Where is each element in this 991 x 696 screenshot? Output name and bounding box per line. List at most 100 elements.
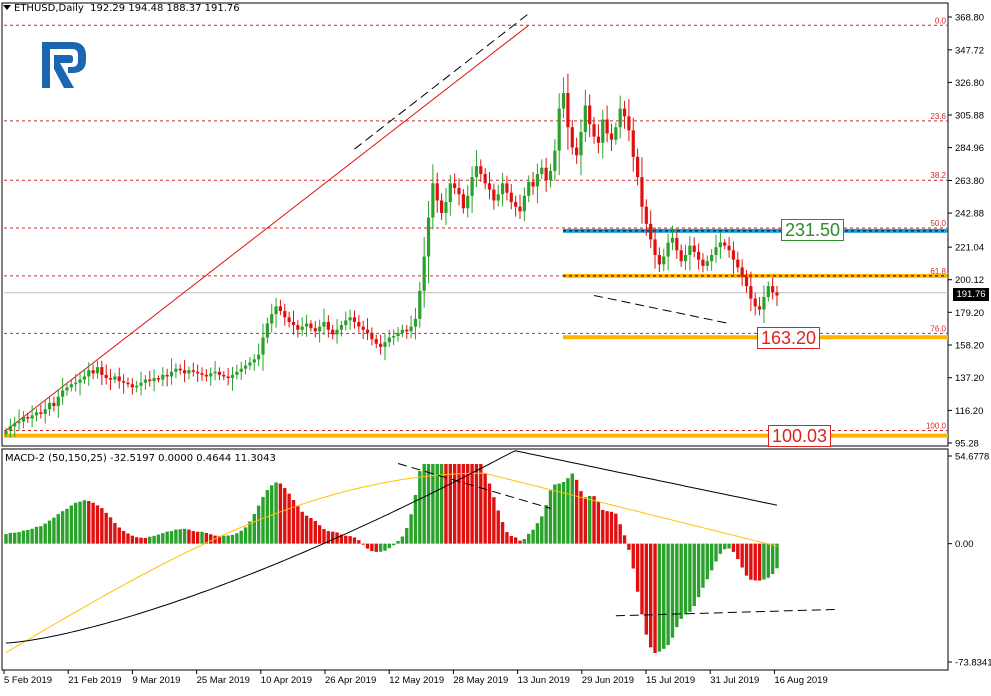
candle-body [196,371,200,374]
candle-body [509,192,513,203]
candle-body [592,124,596,137]
candle-body [383,342,387,347]
macd-bar [718,543,723,554]
candle-body [261,337,265,355]
macd-bar [43,523,47,544]
macd-bar [679,543,683,619]
candle-body [309,323,313,329]
macd-bar [287,493,291,544]
macd-bar [209,534,213,544]
candle-body [457,188,461,195]
macd-bar [4,534,8,544]
candle-body [618,108,622,128]
macd-bar [422,464,426,544]
macd-bar [113,522,117,544]
candle-body [331,329,335,335]
price-axis: 368.80 347.72 326.80 305.88 284.96 263.80 242.… [948,13,984,450]
candle-body [87,370,91,377]
macd-bar [409,514,413,544]
candle-body [583,105,587,132]
candle-body [283,311,287,318]
candle-body [230,374,235,379]
candle-body [670,237,675,243]
candle-body [544,167,548,181]
candle-body [601,119,605,143]
macd-bar [278,483,283,544]
candle-body [300,326,304,330]
macd-bar [561,482,566,544]
macd-bar [736,543,740,560]
candle-body [287,317,291,322]
macd-bar [614,513,618,544]
macd-bar [631,543,635,569]
macd-bar [165,531,169,544]
macd-bar [535,523,540,544]
macd-bar [775,543,779,569]
macd-bar [557,483,561,544]
candle-body [518,206,522,212]
macd-pane-border [1,448,949,671]
macd-histogram [4,464,779,653]
candle-body [557,108,561,151]
candle-body [579,131,583,156]
candle-body [461,194,465,209]
candle-body [374,339,378,344]
macd-bar [34,526,39,544]
candle-body [679,250,683,262]
macd-bar [17,532,21,544]
candle-body [426,217,431,257]
candle-body [718,242,722,248]
macd-bar [644,543,649,635]
level-label-163: 163.20 [757,327,821,349]
candle-body [500,183,505,195]
ohlc-values: 192.29 194.48 188.37 191.76 [90,3,240,14]
candle-body [622,108,627,117]
macd-bar [413,494,418,544]
date-tick-label: 21 Feb 2019 [68,675,121,686]
macd-bar [444,464,448,544]
candle-body [723,242,727,246]
candle-body [531,181,535,187]
macd-bar [583,497,588,544]
candle-body [688,245,692,255]
macd-bar [675,543,679,628]
price-tick-label: 95.28 [955,439,979,450]
candle-body [409,326,413,332]
macd-bar [291,499,296,544]
price-tick-label: 347.72 [955,45,984,56]
price-tick-label: 326.80 [955,78,984,89]
macd-tick-label: 0.00 [955,539,974,550]
candle-body [753,298,757,307]
candle-body [435,183,439,201]
candle-body [740,267,744,277]
candle-body [56,396,60,407]
candle-body [649,223,653,240]
candle-body [135,385,139,388]
macd-bar [548,490,553,544]
macd-bar [648,543,653,648]
macd-bar [635,543,640,592]
triangle-down-icon[interactable] [3,5,11,10]
macd-bar [435,464,439,544]
candle-body [701,259,705,266]
candle-body [318,326,322,332]
candle-body [757,306,762,310]
candle-body [235,371,239,375]
macd-bar [374,543,378,552]
candle-body [148,379,152,382]
macd-bar [683,543,688,615]
macd-bar [418,471,422,544]
macd-bar [78,501,82,544]
fibo-label: 61.8 [930,267,946,276]
candle-body [26,416,30,419]
macd-bar [492,497,496,544]
price-tick-label: 284.96 [955,143,984,154]
macd-bar [753,543,757,581]
macd-bar [378,543,383,552]
candle-body [627,116,631,131]
candle-body [91,370,95,374]
macd-axis: 54.6778 0.00 -73.8341 [948,452,991,669]
macd-bar [426,464,431,544]
